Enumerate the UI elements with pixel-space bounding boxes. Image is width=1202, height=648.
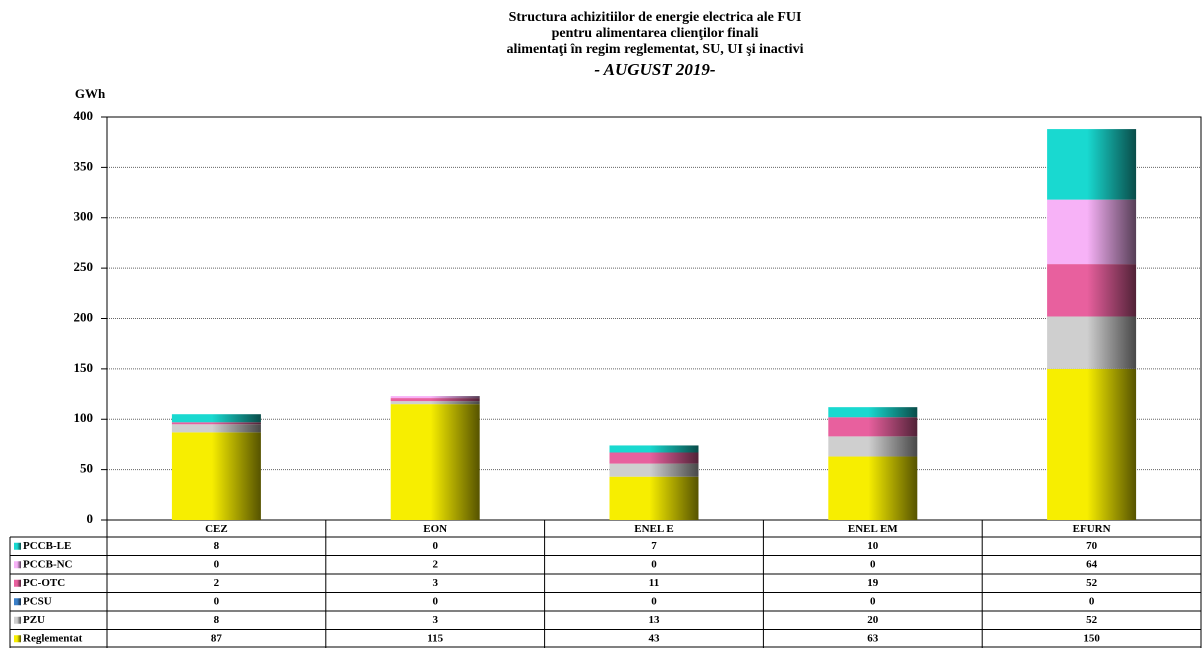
- chart-subtitle: - AUGUST 2019-: [594, 60, 716, 79]
- y-tick-label: 300: [74, 209, 94, 224]
- data-label: 0: [432, 540, 438, 552]
- data-label: 0: [651, 558, 657, 570]
- bar-segment: [609, 463, 699, 477]
- data-label: 11: [649, 577, 659, 589]
- data-label: 150: [1083, 632, 1100, 644]
- y-tick-label: 400: [74, 108, 94, 123]
- legend-swatch: [14, 598, 21, 606]
- bar-segment: [828, 436, 918, 457]
- legend-label: PC-OTC: [23, 577, 65, 589]
- y-tick-label: 350: [74, 158, 94, 173]
- data-label: 52: [1086, 577, 1098, 589]
- bar-segment: [1047, 316, 1137, 369]
- y-tick-label: 250: [74, 259, 94, 274]
- y-axis-label: GWh: [75, 86, 106, 101]
- data-label: 63: [867, 632, 879, 644]
- legend-label: PZU: [23, 614, 45, 626]
- x-tick-label: ENEL EM: [848, 523, 898, 535]
- data-label: 52: [1086, 614, 1098, 626]
- bar-segment: [1047, 368, 1137, 520]
- data-label: 10: [867, 540, 879, 552]
- data-label: 0: [214, 558, 220, 570]
- y-tick-label: 150: [74, 360, 94, 375]
- data-label: 70: [1086, 540, 1098, 552]
- data-label: 115: [427, 632, 443, 644]
- data-label: 64: [1086, 558, 1098, 570]
- legend-swatch: [14, 542, 21, 550]
- chart-title: alimentaţi în regim reglementat, SU, UI …: [507, 42, 804, 57]
- data-label: 3: [432, 577, 438, 589]
- chart-title: pentru alimentarea clienţilor finali: [552, 26, 759, 41]
- bar-segment: [828, 456, 918, 520]
- bar-segment: [609, 476, 699, 520]
- bar-segment: [1047, 264, 1137, 317]
- data-label: 2: [214, 577, 220, 589]
- legend-label: PCCB-LE: [23, 540, 71, 552]
- y-tick-label: 0: [87, 511, 94, 526]
- bar-segment: [171, 414, 261, 423]
- legend-swatch: [14, 635, 21, 643]
- legend-label: PCSU: [23, 595, 52, 607]
- y-tick-label: 50: [80, 461, 93, 476]
- bar-segment: [609, 452, 699, 464]
- bar-segment: [171, 422, 261, 425]
- y-tick-label: 100: [74, 410, 94, 425]
- data-label: 87: [211, 632, 223, 644]
- data-label: 8: [214, 614, 220, 626]
- y-tick-label: 200: [74, 309, 94, 324]
- bar-segment: [609, 445, 699, 453]
- data-label: 43: [649, 632, 661, 644]
- bar-segment: [1047, 199, 1137, 265]
- data-label: 0: [214, 595, 220, 607]
- bar-segment: [390, 401, 480, 405]
- bar-segment: [390, 398, 480, 402]
- data-label: 0: [432, 595, 438, 607]
- data-label: 13: [649, 614, 661, 626]
- bar-segment: [828, 407, 918, 418]
- data-label: 0: [870, 595, 876, 607]
- data-label: 2: [432, 558, 438, 570]
- data-label: 0: [870, 558, 876, 570]
- chart-title: Structura achizitiilor de energie electr…: [509, 10, 802, 25]
- legend-swatch: [14, 579, 21, 587]
- bar-segment: [1047, 129, 1137, 200]
- data-label: 0: [651, 595, 657, 607]
- data-label: 3: [432, 614, 438, 626]
- x-tick-label: EON: [423, 523, 447, 535]
- data-label: 19: [867, 577, 879, 589]
- legend-label: PCCB-NC: [23, 558, 73, 570]
- bar-segment: [390, 404, 480, 520]
- legend-swatch: [14, 616, 21, 624]
- data-label: 7: [651, 540, 657, 552]
- bar-segment: [171, 432, 261, 520]
- data-label: 0: [1089, 595, 1095, 607]
- bar-segment: [390, 396, 480, 399]
- data-label: 8: [214, 540, 220, 552]
- bar-segment: [171, 424, 261, 433]
- bar-segment: [828, 417, 918, 437]
- data-label: 20: [867, 614, 879, 626]
- legend-swatch: [14, 561, 21, 569]
- x-tick-label: ENEL E: [634, 523, 673, 535]
- x-tick-label: CEZ: [205, 523, 228, 535]
- legend-label: Reglementat: [23, 632, 83, 644]
- x-tick-label: EFURN: [1073, 523, 1111, 535]
